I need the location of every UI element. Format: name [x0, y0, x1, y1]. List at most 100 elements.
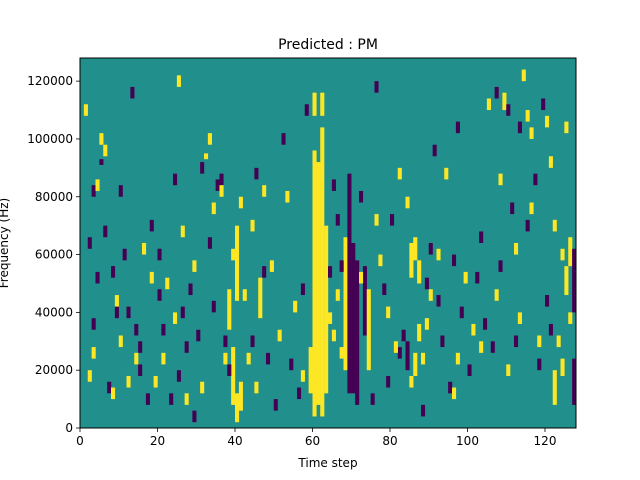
heatmap-cell [200, 162, 205, 174]
heatmap-cell [467, 364, 472, 376]
heatmap-band [343, 237, 348, 371]
heatmap-cell [432, 144, 437, 157]
x-axis-label: Time step [297, 456, 357, 470]
heatmap-cell [157, 289, 162, 301]
heatmap-cell [374, 81, 379, 93]
heatmap-cell [207, 133, 212, 145]
heatmap-cell [428, 243, 433, 255]
heatmap-cell [548, 323, 553, 336]
heatmap-band [568, 237, 573, 267]
heatmap-cell [397, 167, 402, 180]
heatmap-band [529, 127, 534, 139]
heatmap-cell [479, 341, 484, 353]
heatmap-cell [300, 370, 305, 382]
heatmap-band [362, 266, 367, 336]
heatmap-cell [568, 312, 573, 324]
heatmap-cell [459, 306, 464, 319]
heatmap-cell [293, 300, 298, 313]
heatmap-cell [479, 231, 484, 243]
heatmap-cell [273, 399, 278, 411]
heatmap-cell [525, 110, 530, 122]
heatmap-cell [149, 219, 154, 232]
heatmap-cells [83, 69, 577, 423]
heatmap-cell [91, 347, 96, 359]
heatmap-cell [87, 370, 92, 382]
heatmap-cell [328, 266, 333, 278]
y-tick-label: 80000 [35, 190, 73, 204]
heatmap-cell [285, 190, 290, 203]
heatmap-cell [421, 352, 426, 365]
heatmap-cell [103, 144, 108, 157]
heatmap-cell [219, 185, 224, 197]
heatmap-band [316, 162, 321, 405]
heatmap-cell [134, 323, 139, 336]
heatmap-cell [455, 121, 460, 134]
heatmap-band [502, 92, 507, 111]
heatmap-cell [211, 202, 216, 215]
heatmap-cell [219, 173, 224, 186]
heatmap-cell [254, 167, 259, 180]
heatmap-band [355, 260, 360, 405]
heatmap-band [324, 225, 329, 394]
heatmap-cell [134, 352, 139, 365]
heatmap-band [238, 381, 243, 411]
heatmap-cell [289, 358, 294, 371]
y-tick-label: 40000 [35, 305, 73, 319]
heatmap-cell [142, 243, 147, 255]
heatmap-cell [297, 387, 302, 400]
y-tick-label: 60000 [35, 248, 73, 262]
heatmap-cell [370, 393, 375, 405]
heatmap-band [413, 237, 418, 261]
heatmap-cell [114, 306, 119, 319]
heatmap-cell [180, 225, 185, 238]
heatmap-band [351, 243, 356, 394]
heatmap-band [347, 173, 352, 394]
heatmap-cell [103, 225, 108, 238]
heatmap-cell [444, 167, 449, 180]
y-tick-label: 0 [65, 421, 73, 435]
heatmap-cell [424, 277, 429, 290]
heatmap-cell [517, 312, 522, 324]
plot-frame [79, 57, 577, 429]
heatmap-cell [452, 254, 457, 267]
heatmap-band [308, 347, 313, 394]
heatmap-cell [207, 237, 212, 249]
y-tick-label: 100000 [27, 132, 73, 146]
heatmap-cell [111, 387, 116, 400]
heatmap-cell [428, 289, 433, 301]
heatmap-cell [145, 393, 150, 405]
heatmap-cell [192, 260, 197, 272]
heatmap-band [204, 153, 209, 160]
heatmap-cell [475, 271, 480, 284]
heatmap-cell [436, 295, 441, 307]
heatmap-cell [525, 219, 530, 232]
heatmap-cell [335, 214, 340, 226]
heatmap-cell [269, 260, 274, 272]
heatmap-cell [537, 335, 542, 348]
heatmap-band [417, 260, 422, 284]
heatmap-band [409, 243, 414, 278]
heatmap-cell [231, 248, 236, 261]
heatmap-band [312, 92, 317, 116]
heatmap-cell [242, 289, 247, 301]
heatmap-cell [262, 266, 267, 278]
heatmap-cell [176, 75, 181, 87]
x-tick-label: 0 [76, 434, 84, 448]
heatmap-cell [130, 86, 135, 99]
heatmap-cell [541, 98, 546, 111]
heatmap-cell [118, 335, 123, 348]
heatmap-cell [506, 364, 511, 376]
heatmap-band [572, 248, 577, 313]
heatmap-cell [250, 219, 255, 232]
heatmap-band [227, 289, 232, 330]
heatmap-cell [126, 375, 131, 388]
heatmap-cell [455, 352, 460, 365]
heatmap-cell [238, 196, 243, 209]
heatmap-cell [173, 173, 178, 186]
heatmap-band [235, 225, 240, 301]
heatmap-cell [250, 335, 255, 348]
heatmap-cell [180, 306, 185, 319]
heatmap-cell [87, 237, 92, 249]
heatmap-cell [266, 352, 271, 365]
